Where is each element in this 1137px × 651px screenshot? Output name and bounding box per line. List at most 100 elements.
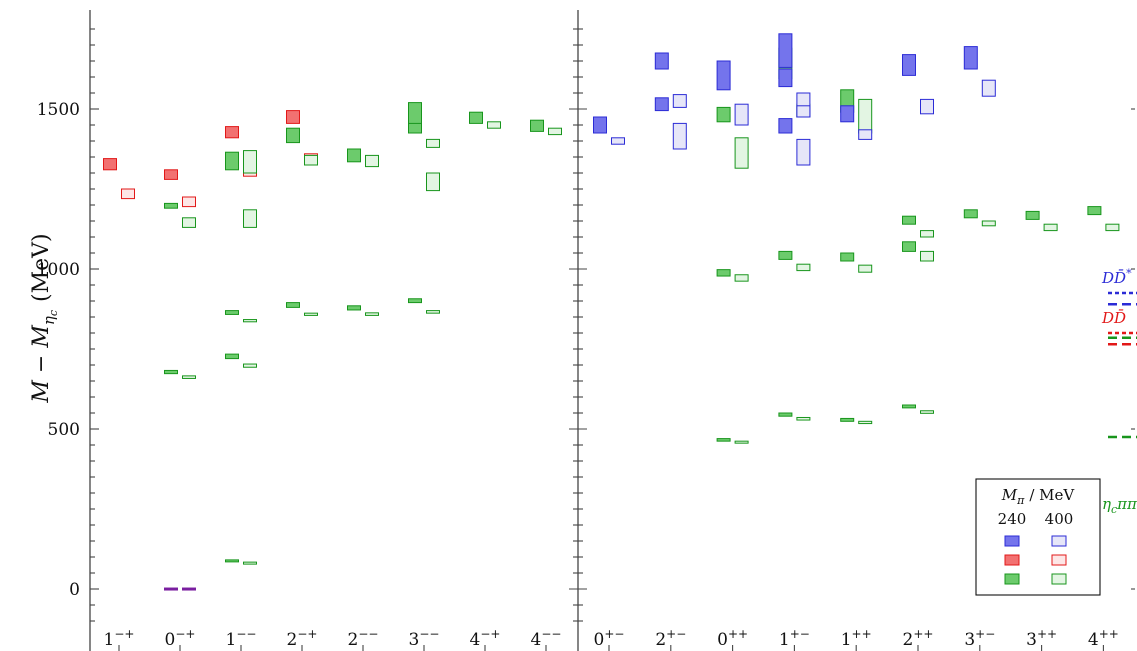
green-level-240 <box>530 119 544 132</box>
channel-label: 3+− <box>964 627 995 650</box>
channel-label: 3−− <box>409 627 440 650</box>
channel-label: 2+− <box>655 627 686 650</box>
green-level-240 <box>469 111 483 124</box>
green-level-400 <box>487 121 501 129</box>
channel-label: 1++ <box>841 627 872 650</box>
channel-label: 4++ <box>1088 627 1119 650</box>
blue-level-400 <box>858 129 873 140</box>
green-level-240 <box>1025 210 1040 220</box>
channel-label: 4−− <box>531 627 562 650</box>
green-level-240 <box>1087 206 1102 216</box>
channel-label: 2++ <box>903 627 934 650</box>
blue-level-400 <box>920 98 934 115</box>
blue-level-400 <box>981 79 996 97</box>
green-level-240 <box>408 298 422 304</box>
y-tick-label: 0 <box>69 580 80 600</box>
green-level-240 <box>778 412 793 417</box>
green-level-240 <box>840 417 855 422</box>
y-tick-label: 1000 <box>37 260 80 280</box>
channel-label: 1+− <box>779 627 810 650</box>
blue-level-400 <box>611 137 625 145</box>
green-level-400 <box>1043 223 1058 232</box>
legend-swatch-red-400 <box>1051 554 1067 566</box>
channel-label: 1−− <box>226 627 257 650</box>
green-level-400 <box>858 98 873 134</box>
legend-box <box>975 478 1101 596</box>
green-level-400 <box>243 209 257 228</box>
green-level-240 <box>286 127 300 144</box>
channel-label: 0+− <box>594 627 625 650</box>
green-level-400 <box>734 440 749 444</box>
channel-label: 0−+ <box>165 627 196 650</box>
green-level-240 <box>716 438 731 442</box>
axes: 0 500 1000 1500 <box>37 10 1135 651</box>
threshold-label: DD̄ <box>1101 309 1126 327</box>
green-level-240 <box>286 302 300 308</box>
blue-level-240 <box>963 46 978 70</box>
green-level-400 <box>243 319 257 323</box>
green-level-240 <box>347 148 361 163</box>
green-level-400 <box>243 363 257 368</box>
green-level-240 <box>778 250 793 260</box>
threshold-label: DD̄* <box>1101 267 1132 287</box>
blue-level-240 <box>654 97 669 112</box>
green-level-400 <box>920 250 934 262</box>
channel-label: 4−+ <box>470 627 501 650</box>
red-level-400 <box>121 188 135 200</box>
green-level-400 <box>858 264 873 273</box>
red-level-240 <box>164 169 178 180</box>
green-level-240 <box>902 404 916 409</box>
green-level-240 <box>902 215 916 225</box>
green-level-400 <box>182 217 196 228</box>
green-level-240 <box>347 305 361 311</box>
green-level-240 <box>225 151 239 171</box>
red-level-240 <box>286 110 300 124</box>
green-level-400 <box>182 375 196 379</box>
green-level-400 <box>426 310 440 314</box>
green-level-400 <box>243 150 257 174</box>
green-level-400 <box>796 263 811 272</box>
y-tick-label: 1500 <box>37 100 80 120</box>
blue-level-400 <box>672 122 687 150</box>
green-level-400 <box>365 154 379 168</box>
green-level-240 <box>225 353 239 360</box>
blue-level-400 <box>672 94 687 108</box>
legend-col-400: 400 <box>1045 510 1074 528</box>
blue-level-400 <box>796 105 811 118</box>
green-level-400 <box>365 312 379 316</box>
red-level-240 <box>225 126 239 139</box>
green-level-400 <box>304 312 318 316</box>
green-level-240 <box>225 559 239 563</box>
green-level-240 <box>164 369 178 375</box>
green-level-240 <box>716 269 731 277</box>
blue-level-400 <box>796 138 811 166</box>
green-level-240 <box>840 252 855 262</box>
channel-label: 2−+ <box>287 627 318 650</box>
green-level-240 <box>225 310 239 315</box>
green-level-400 <box>426 172 440 192</box>
legend-swatch-green-400 <box>1051 573 1067 585</box>
green-level-400 <box>734 137 749 169</box>
green-level-400 <box>858 420 873 425</box>
green-level-240 <box>963 209 978 219</box>
data-marks <box>103 33 1120 591</box>
blue-level-240 <box>840 105 855 123</box>
channel-label: 1−+ <box>104 627 135 650</box>
green-level-400 <box>548 127 562 136</box>
green-level-400 <box>734 274 749 282</box>
y-axis-label: M − Mηc(MeV) <box>29 233 60 403</box>
thresholds: DD̄* DD̄ ηcππ <box>1101 267 1137 516</box>
channel-label: 2−− <box>348 627 379 650</box>
green-level-240 <box>902 241 916 252</box>
green-level-400 <box>243 561 257 565</box>
purple-level-400 <box>182 587 196 591</box>
channel-label: 0++ <box>717 627 748 650</box>
legend-swatch-green-240 <box>1004 573 1020 585</box>
green-level-240 <box>716 106 731 123</box>
green-level-240 <box>408 102 422 124</box>
green-level-400 <box>796 416 811 421</box>
blue-level-240 <box>778 68 793 88</box>
blue-level-240 <box>593 116 607 134</box>
green-level-400 <box>920 410 934 414</box>
